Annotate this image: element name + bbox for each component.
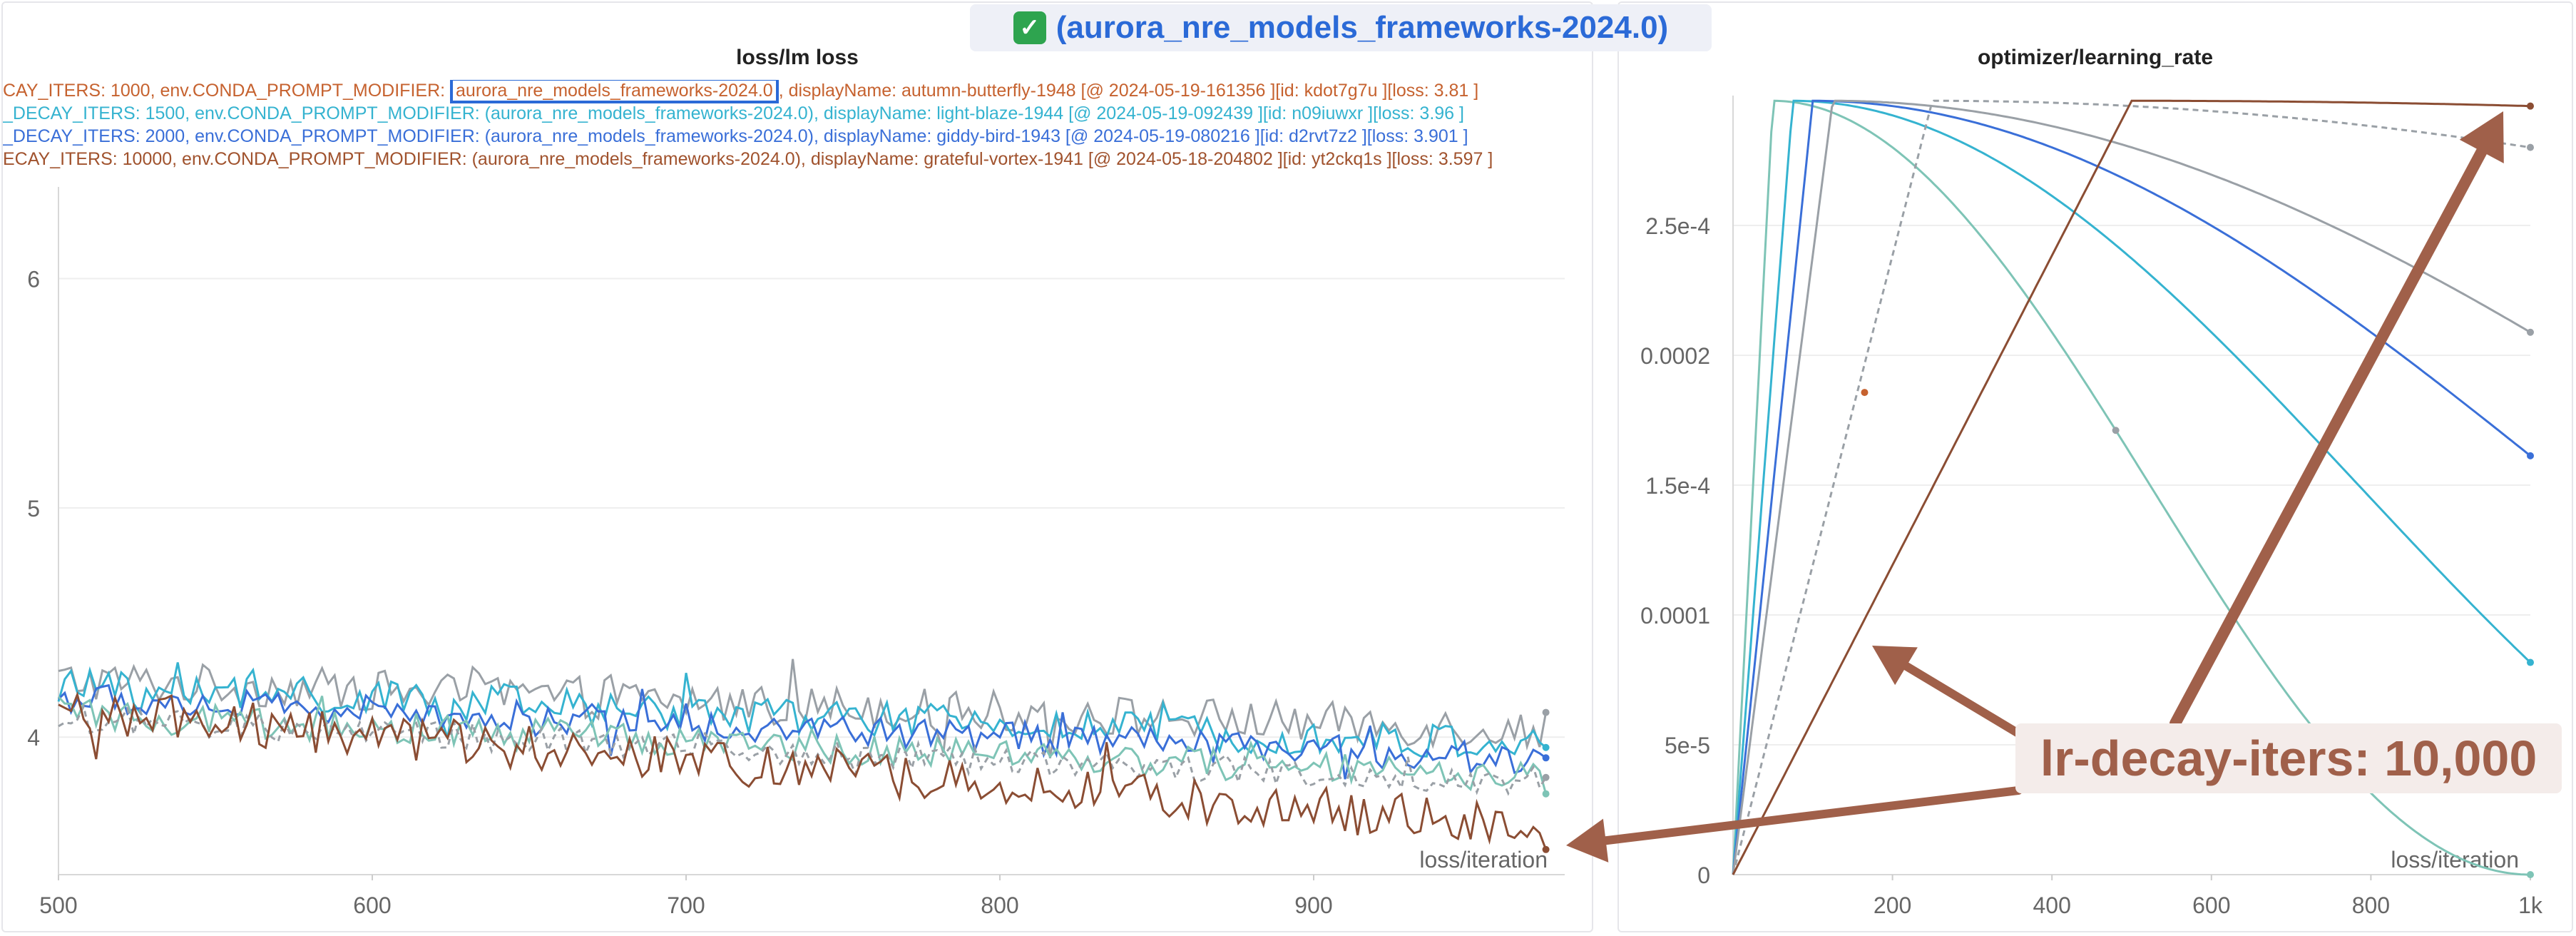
legend-highlight: aurora_nre_models_frameworks-2024.0 (450, 80, 779, 103)
legend-text: , displayName: autumn-butterfly-1948 [@ … (778, 81, 1479, 101)
y-tick-label: 4 (27, 725, 40, 751)
legend-entry[interactable]: ECAY_ITERS: 10000, env.CONDA_PROMPT_MODI… (3, 148, 1493, 170)
y-tick-label: 5 (27, 496, 40, 522)
lr-series-endpoint (2527, 143, 2534, 151)
lr-decay-callout: lr-decay-iters: 10,000 (2015, 723, 2562, 793)
check-mark-icon: ✓ (1013, 11, 1046, 44)
loss-series-endpoint (1542, 773, 1550, 781)
x-axis-label: loss/iteration (2391, 847, 2519, 873)
x-tick-label: 400 (2033, 892, 2071, 918)
loss-series-endpoint (1542, 790, 1550, 798)
x-axis-label: loss/iteration (1419, 847, 1548, 873)
y-tick-label: 0 (1697, 863, 1710, 888)
loss-chart-title: loss/lm loss (736, 46, 859, 69)
x-tick-label: 800 (2352, 892, 2390, 918)
loss-series-line (58, 691, 1548, 850)
x-tick-label: 200 (1874, 892, 1911, 918)
legend-text: ECAY_ITERS: 10000, env.CONDA_PROMPT_MODI… (3, 149, 1493, 169)
lr-decay-callout-text: lr-decay-iters: 10,000 (2040, 731, 2537, 786)
lr-series-line (1732, 99, 2531, 875)
loss-series-line (58, 658, 1548, 759)
y-tick-label: 6 (27, 267, 40, 292)
legend-entry[interactable]: CAY_ITERS: 1000, env.CONDA_PROMPT_MODIFI… (3, 80, 1479, 103)
lr-series-endpoint (2527, 452, 2534, 459)
x-tick-label: 1k (2518, 892, 2543, 918)
lr-series-line (1732, 99, 2531, 875)
loss-series-line (58, 703, 1547, 796)
lr-marker-dot (2112, 427, 2120, 434)
y-tick-label: 0.0002 (1640, 343, 1710, 369)
header-title: (aurora_nre_models_frameworks-2024.0) (1056, 10, 1669, 45)
loss-series-endpoint (1542, 845, 1550, 853)
loss-chart-panel[interactable]: loss/lm loss CAY_ITERS: 1000, env.CONDA_… (1, 1, 1593, 932)
loss-series-endpoint (1542, 754, 1550, 762)
lr-marker-dot (1861, 389, 1869, 397)
y-tick-label: 1.5e-4 (1645, 473, 1710, 499)
loss-series-line (57, 683, 1547, 780)
x-tick-label: 700 (667, 892, 705, 918)
header-banner: ✓ (aurora_nre_models_frameworks-2024.0) (970, 4, 1712, 51)
x-tick-label: 900 (1294, 892, 1332, 918)
lr-chart-plot[interactable]: 0 5e-5 0.0001 1.5e-4 0.0002 2.5e-4 200 400 600 80… (1619, 3, 2575, 934)
x-tick-label: 600 (2192, 892, 2230, 918)
legend-text: CAY_ITERS: 1000, env.CONDA_PROMPT_MODIFI… (3, 81, 451, 101)
lr-series-endpoint (2527, 102, 2534, 110)
lr-series-endpoint (2527, 658, 2534, 666)
legend-entry[interactable]: _DECAY_ITERS: 2000, env.CONDA_PROMPT_MOD… (3, 126, 1468, 147)
loss-series-endpoint (1542, 743, 1550, 751)
legend-text: _DECAY_ITERS: 2000, env.CONDA_PROMPT_MOD… (3, 126, 1468, 146)
lr-series-line (1732, 99, 2530, 876)
lr-series-endpoint (2527, 328, 2534, 336)
loss-series-endpoint (1542, 708, 1550, 716)
x-tick-label: 500 (39, 892, 77, 918)
loss-chart-legend: CAY_ITERS: 1000, env.CONDA_PROMPT_MODIFI… (3, 80, 1558, 180)
legend-entry[interactable]: _DECAY_ITERS: 1500, env.CONDA_PROMPT_MOD… (3, 103, 1464, 124)
legend-text: _DECAY_ITERS: 1500, env.CONDA_PROMPT_MOD… (3, 103, 1464, 123)
lr-chart-title: optimizer/learning_rate (1977, 46, 2214, 69)
y-tick-label: 0.0001 (1640, 603, 1710, 629)
x-tick-label: 800 (981, 892, 1018, 918)
lr-series-endpoint (2527, 871, 2534, 878)
y-tick-label: 2.5e-4 (1645, 213, 1710, 239)
loss-chart-plot[interactable]: 4 5 6 500 600 700 800 900 loss/iteration (3, 3, 1595, 934)
x-tick-label: 600 (353, 892, 391, 918)
loss-series-line (57, 662, 1547, 758)
y-tick-label: 5e-5 (1665, 733, 1710, 758)
